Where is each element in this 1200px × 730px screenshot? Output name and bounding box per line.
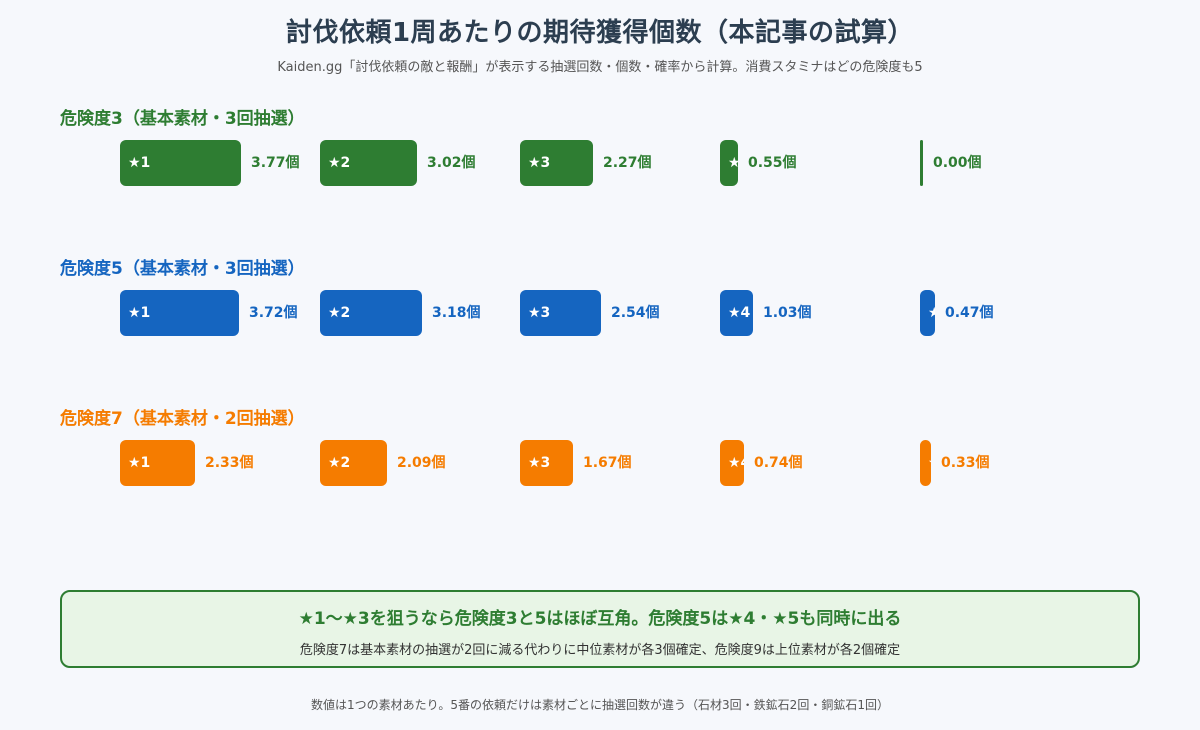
bar-group2-star2: ★2 (320, 290, 422, 336)
bar-category-label: ★1 (128, 455, 151, 471)
bar-group3-star3: ★3 (520, 440, 573, 486)
bar-group2-star4: ★4 (720, 290, 753, 336)
bar-category-label: ★5 (928, 305, 935, 321)
bar-value-label: 3.72個 (249, 305, 298, 321)
bar-value-label: 3.02個 (427, 155, 476, 171)
bar-category-label: ★3 (528, 455, 551, 471)
bar-category-label: ★1 (128, 155, 151, 171)
bar-value-label: 2.09個 (397, 455, 446, 471)
bar-category-label: ★4 (728, 455, 744, 471)
bar-category-label: ★4 (728, 155, 738, 171)
chart-subtitle: Kaiden.gg「討伐依頼の敵と報酬」が表示する抽選回数・個数・確率から計算。… (277, 60, 923, 75)
bar-value-label: 0.74個 (754, 455, 803, 471)
bar-group2-star3: ★3 (520, 290, 601, 336)
bar-value-label: 2.54個 (611, 305, 660, 321)
bar-group3-star4: ★4 (720, 440, 744, 486)
bar-group2-star5: ★5 (920, 290, 935, 336)
footnote: 数値は1つの素材あたり。5番の依頼だけは素材ごとに抽選回数が違う（石材3回・鉄鉱… (311, 698, 889, 712)
bar-value-label: 1.67個 (583, 455, 632, 471)
bar-value-label: 2.27個 (603, 155, 652, 171)
bar-value-label: 0.47個 (945, 305, 994, 321)
bar-value-label: 0.00個 (933, 155, 982, 171)
bar-group1-star3: ★3 (520, 140, 593, 186)
bar-group3-star1: ★1 (120, 440, 195, 486)
callout-detail: 危険度7は基本素材の抽選が2回に減る代わりに中位素材が各3個確定、危険度9は上位… (299, 643, 901, 658)
group-title-2: 危険度5（基本素材・3回抽選） (60, 259, 305, 279)
bar-category-label: ★2 (328, 455, 351, 471)
group-title-1: 危険度3（基本素材・3回抽選） (60, 109, 305, 129)
bar-category-label: ★3 (528, 305, 551, 321)
bar-category-label: ★4 (728, 305, 751, 321)
bar-group3-star5: ★5 (920, 440, 931, 486)
bar-category-label: ★5 (928, 440, 931, 486)
bar-category-label: ★2 (328, 155, 351, 171)
bar-value-label: 3.77個 (251, 155, 300, 171)
callout-headline: ★1〜★3を狙うなら危険度3と5はほぼ互角。危険度5は★4・★5も同時に出る (298, 609, 902, 629)
bar-group1-star4: ★4 (720, 140, 738, 186)
bar-group1-star1: ★1 (120, 140, 241, 186)
bar-category-label: ★3 (528, 155, 551, 171)
bar-value-label: 2.33個 (205, 455, 254, 471)
bar-group1-star5: ★5 (920, 140, 923, 186)
bar-group3-star2: ★2 (320, 440, 387, 486)
bar-value-label: 0.55個 (748, 155, 797, 171)
bar-group1-star2: ★2 (320, 140, 417, 186)
bar-category-label: ★1 (128, 305, 151, 321)
bar-value-label: 3.18個 (432, 305, 481, 321)
bar-value-label: 0.33個 (941, 455, 990, 471)
group-title-3: 危険度7（基本素材・2回抽選） (60, 409, 305, 429)
summary-callout: ★1〜★3を狙うなら危険度3と5はほぼ互角。危険度5は★4・★5も同時に出る 危… (60, 590, 1140, 668)
bar-category-label: ★2 (328, 305, 351, 321)
bar-value-label: 1.03個 (763, 305, 812, 321)
bar-group2-star1: ★1 (120, 290, 239, 336)
chart-title: 討伐依頼1周あたりの期待獲得個数（本記事の試算） (285, 18, 915, 48)
